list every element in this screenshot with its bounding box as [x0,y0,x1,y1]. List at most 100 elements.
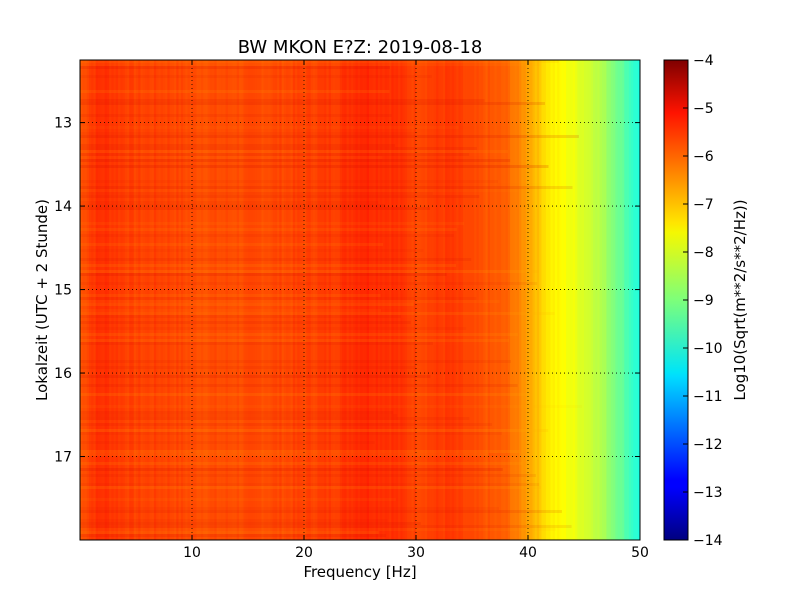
heatmap-column [525,60,529,540]
heatmap-column [588,60,592,540]
heatmap-column [548,60,551,540]
heatmap-column [279,60,283,540]
heatmap-band [80,114,392,117]
heatmap-column [395,60,399,540]
heatmap-band [80,300,500,303]
colorbar-tick-label: −14 [693,533,723,549]
heatmap-column [283,60,287,540]
heatmap-band [80,153,470,156]
heatmap-column [487,60,491,540]
heatmap-band [80,186,573,189]
heatmap-column [572,60,576,540]
heatmap-column [539,60,543,540]
heatmap-column [570,60,574,540]
heatmap-column [613,60,616,540]
heatmap-column [362,60,366,540]
heatmap-column [541,60,545,540]
heatmap-column [366,60,370,540]
heatmap-band [80,273,447,276]
heatmap-column [274,60,278,540]
x-tick-label: 30 [407,545,425,561]
heatmap-column [328,60,332,540]
heatmap-column [404,60,408,540]
plot-frame [79,59,641,541]
heatmap-column [277,60,280,540]
heatmap-band [80,483,540,486]
heatmap-column [422,60,426,540]
heatmap-column [136,60,139,540]
heatmap-band [80,534,386,537]
heatmap-band [80,228,457,231]
heatmap-column [429,60,433,540]
heatmap-column [433,60,437,540]
heatmap-column [156,60,159,540]
heatmap-band [80,189,519,192]
heatmap-column [84,60,88,540]
heatmap-column [321,60,325,540]
heatmap-column [176,60,180,540]
heatmap-column [608,60,612,540]
heatmap-column [445,60,448,540]
heatmap-column [241,60,245,540]
colorbar-tick-label: −6 [693,149,714,165]
heatmap-column [306,60,310,540]
heatmap-column [351,60,354,540]
heatmap-band [80,339,510,342]
heatmap-column [557,60,560,540]
heatmap-column [212,60,215,540]
colorbar-label: Log10(Sqrt(m**2/s**2/Hz)) [731,199,749,400]
heatmap-band [80,366,416,369]
heatmap-column [304,60,307,540]
heatmap-column [528,60,531,540]
heatmap-band [80,417,470,420]
heatmap-band [80,90,390,93]
heatmap-column [467,60,471,540]
heatmap-column [315,60,319,540]
heatmap-column [411,60,415,540]
heatmap-column [256,60,260,540]
heatmap-band [80,270,539,273]
heatmap-band [80,282,538,285]
heatmap-band [80,63,540,66]
heatmap-band [80,441,375,444]
heatmap-band [80,420,400,423]
heatmap-column [592,60,596,540]
heatmap-column [377,60,381,540]
heatmap-band [80,321,411,324]
heatmap-band [80,204,386,207]
y-tick-label: 15 [54,283,72,299]
heatmap-column [221,60,224,540]
heatmap-column [438,60,442,540]
heatmap-column [514,60,518,540]
heatmap-column [196,60,200,540]
heatmap-column [416,60,419,540]
heatmap-band [80,135,579,138]
heatmap-column [308,60,312,540]
heatmap-column [194,60,198,540]
heatmap-column [88,60,92,540]
heatmap-band [80,333,519,336]
heatmap-band [80,66,390,69]
heatmap-column [216,60,220,540]
heatmap-column [400,60,404,540]
heatmap-column [205,60,209,540]
heatmap-band [80,222,465,225]
heatmap-column [348,60,352,540]
heatmap-column [483,60,487,540]
x-axis-ticks: 10 20 30 40 50 [183,60,649,561]
heatmap-band [80,312,555,315]
heatmap-column [149,60,153,540]
heatmap-column [171,60,175,540]
colorbar-tick-label: −10 [693,341,723,357]
heatmap-column [174,60,177,540]
heatmap-column [391,60,395,540]
heatmap-column [82,60,86,540]
heatmap-band [80,450,520,453]
heatmap-band [80,201,379,204]
heatmap-column [532,60,536,540]
heatmap-band [80,303,414,306]
heatmap-column [375,60,379,540]
heatmap-column [516,60,520,540]
colorbar: −4 −5 −6 −7 −8 −9 −10 −11 −12 −13 −14 Log10(Sqrt(m… [663,53,749,549]
